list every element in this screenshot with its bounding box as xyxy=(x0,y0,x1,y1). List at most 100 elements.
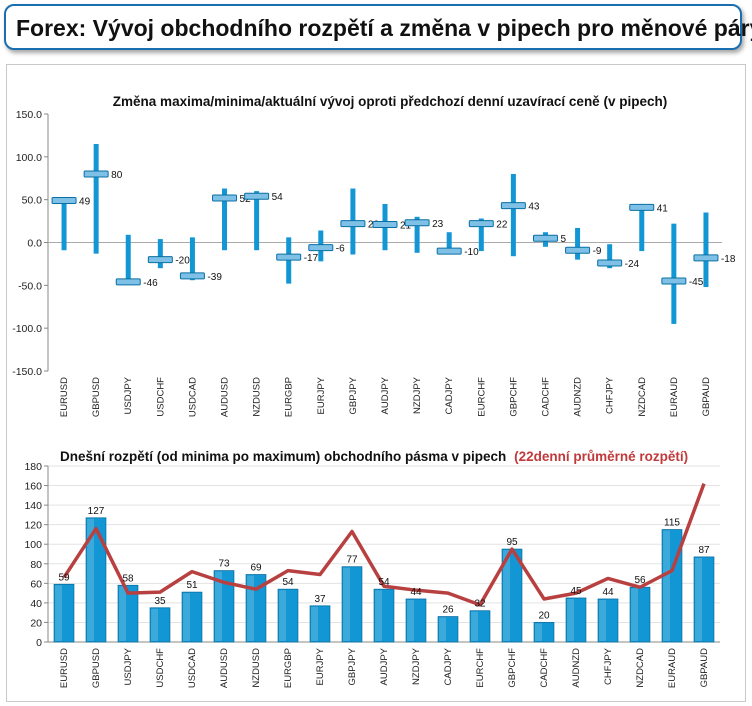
category-label: AUDJPY xyxy=(380,376,391,414)
current-marker xyxy=(179,272,205,280)
spread-bar xyxy=(181,591,203,643)
bar-highlight xyxy=(183,593,191,641)
bar-value-label: 54 xyxy=(378,577,390,588)
bar-highlight xyxy=(535,623,543,641)
bar-highlight xyxy=(87,518,95,641)
bar-highlight xyxy=(247,575,255,641)
category-label: EURCHF xyxy=(475,648,486,688)
category-label: USDCHF xyxy=(155,648,166,688)
range-bar xyxy=(254,191,260,251)
range-bar xyxy=(639,203,645,252)
current-marker xyxy=(212,194,238,202)
bar-highlight xyxy=(439,617,447,641)
range-bar xyxy=(125,234,131,283)
y-tick-label: 100 xyxy=(24,539,42,551)
current-value-label: 80 xyxy=(111,170,123,181)
y-tick-label: 60 xyxy=(30,578,42,590)
range-bar xyxy=(157,239,163,269)
current-value-label: -18 xyxy=(721,254,736,265)
bar-value-label: 59 xyxy=(58,572,70,583)
range-bar xyxy=(189,237,195,281)
current-marker xyxy=(340,220,366,228)
current-marker xyxy=(276,253,302,261)
category-label: CHFJPY xyxy=(605,376,616,414)
current-marker xyxy=(115,278,141,286)
category-label: GBPUSD xyxy=(91,648,102,688)
category-label: USDCAD xyxy=(187,377,198,417)
category-label: EURJPY xyxy=(315,647,326,685)
category-label: EURGBP xyxy=(283,648,294,688)
bar-highlight xyxy=(55,585,63,641)
bar-value-label: 37 xyxy=(314,594,326,605)
range-bar xyxy=(478,218,484,252)
category-label: GBPAUD xyxy=(699,648,710,688)
y-tick-label: 40 xyxy=(30,598,42,610)
bar-highlight xyxy=(215,571,223,641)
range-bar xyxy=(510,173,516,257)
bar-value-label: 73 xyxy=(218,559,230,570)
current-marker xyxy=(532,234,558,242)
category-label: GBPUSD xyxy=(91,377,102,417)
spread-bar xyxy=(309,605,331,643)
category-label: NZDUSD xyxy=(252,377,263,417)
range-bar xyxy=(703,212,709,288)
bar-highlight xyxy=(151,608,159,641)
spread-bar xyxy=(437,616,459,643)
range-bar xyxy=(575,227,581,260)
category-label: CADCHF xyxy=(540,377,551,417)
spread-bar xyxy=(693,556,715,643)
category-label: AUDUSD xyxy=(219,648,230,688)
spread-bar xyxy=(117,584,139,643)
current-value-label: 43 xyxy=(528,202,540,213)
current-value-label: -10 xyxy=(464,247,479,258)
category-label: EURAUD xyxy=(667,648,678,688)
bar-highlight xyxy=(311,606,319,641)
spread-bar xyxy=(405,598,427,643)
category-label: NZDJPY xyxy=(412,376,423,414)
spread-bar xyxy=(213,570,235,643)
bar-value-label: 87 xyxy=(698,545,710,556)
bar-value-label: 95 xyxy=(506,537,518,548)
range-bar xyxy=(222,188,228,251)
y-tick-label: 20 xyxy=(30,617,42,629)
spread-chart-title: Dnešní rozpětí (od minima po maximum) ob… xyxy=(60,449,688,464)
category-label: GBPAUD xyxy=(701,377,712,417)
current-value-label: -9 xyxy=(593,246,602,257)
current-value-label: -45 xyxy=(689,277,704,288)
category-label: GBPCHF xyxy=(507,648,518,688)
category-label: GBPCHF xyxy=(508,377,519,417)
category-label: EURCHF xyxy=(476,377,487,417)
category-label: CADCHF xyxy=(539,648,550,688)
range-bar xyxy=(671,223,677,324)
category-label: EURGBP xyxy=(284,377,295,417)
bar-highlight xyxy=(567,599,575,641)
category-label: AUDNZD xyxy=(571,648,582,688)
y-tick-label: 150.0 xyxy=(16,109,42,121)
y-tick-label: 180 xyxy=(24,461,42,473)
spread-bar xyxy=(53,583,75,643)
bar-value-label: 77 xyxy=(346,555,358,566)
category-label: NZDCAD xyxy=(635,648,646,688)
y-tick-label: 140 xyxy=(24,500,42,512)
current-value-label: -20 xyxy=(175,256,190,267)
bar-value-label: 54 xyxy=(282,577,294,588)
bar-value-label: 20 xyxy=(538,610,550,621)
category-label: CHFJPY xyxy=(603,647,614,685)
category-label: AUDJPY xyxy=(379,647,390,685)
category-label: EURAUD xyxy=(669,377,680,417)
current-marker xyxy=(629,203,655,211)
category-label: USDJPY xyxy=(123,376,134,414)
current-marker xyxy=(372,221,398,229)
spread-bar xyxy=(565,597,587,643)
spread-bar xyxy=(277,588,299,643)
header-panel: Forex: Vývoj obchodního rozpětí a změna … xyxy=(4,4,752,50)
range-bar xyxy=(61,199,67,251)
current-value-label: 22 xyxy=(496,220,508,231)
current-value-label: -6 xyxy=(336,244,345,255)
current-marker xyxy=(404,219,430,227)
bar-highlight xyxy=(503,550,511,641)
bar-highlight xyxy=(375,590,383,641)
category-label: GBPJPY xyxy=(348,376,359,414)
current-value-label: -17 xyxy=(304,253,319,264)
average-range-line xyxy=(62,482,706,607)
